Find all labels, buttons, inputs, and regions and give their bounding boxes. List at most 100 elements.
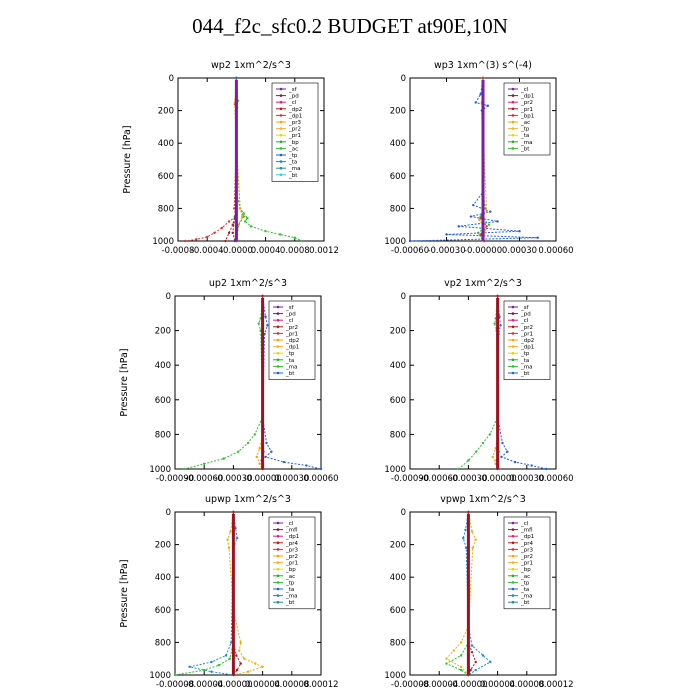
legend-marker bbox=[276, 554, 280, 558]
legend-marker bbox=[511, 541, 515, 545]
legend-marker bbox=[276, 325, 280, 329]
series-point-dp2 bbox=[224, 239, 227, 243]
legend-label: _dp1 bbox=[520, 534, 534, 540]
series-point-pr2 bbox=[478, 218, 481, 222]
x-tick-label: 0.00004 bbox=[480, 680, 515, 690]
y-tick-label: 1000 bbox=[149, 671, 171, 681]
series-point-tp bbox=[472, 203, 475, 207]
series-point-tp bbox=[479, 93, 482, 96]
series-point-pr1 bbox=[261, 665, 264, 669]
panel-5: upwp 1xm^2/s^3 Pressure [hPa] 0 200 400 600 80… bbox=[119, 494, 339, 690]
legend-marker bbox=[276, 351, 280, 355]
legend-marker bbox=[511, 114, 515, 117]
series-point-dp1 bbox=[479, 233, 482, 236]
series-point-ac bbox=[293, 236, 296, 239]
legend-marker bbox=[511, 345, 515, 348]
series-point-ac bbox=[257, 322, 260, 325]
legend-marker bbox=[276, 521, 280, 525]
x-tick-label: -0.00030 bbox=[214, 474, 252, 484]
legend-label: _pr2 bbox=[520, 325, 533, 331]
series-point-ac bbox=[246, 441, 250, 445]
legend-marker bbox=[276, 567, 280, 571]
y-axis-label: Pressure [hPa] bbox=[122, 125, 133, 193]
legend-marker bbox=[511, 554, 515, 558]
series-point-pr3 bbox=[241, 215, 244, 218]
legend-marker bbox=[276, 587, 280, 591]
legend-marker bbox=[279, 127, 283, 130]
legend-label: _pr2 bbox=[520, 554, 533, 560]
series-point-dp1 bbox=[470, 650, 474, 654]
x-tick-label: 0.00012 bbox=[538, 680, 573, 690]
legend-label: _pr3 bbox=[285, 547, 299, 553]
legend-label: _pr4 bbox=[520, 541, 534, 547]
legend-label: _pd bbox=[288, 94, 299, 100]
x-tick-label: -0.00000 bbox=[214, 680, 252, 690]
legend-marker bbox=[276, 561, 280, 564]
legend-label: _sf bbox=[285, 305, 295, 311]
series-point-bp bbox=[173, 673, 177, 677]
legend-marker bbox=[511, 594, 515, 597]
legend-label: _cl bbox=[520, 87, 529, 93]
legend-label: _ac bbox=[288, 146, 298, 152]
series-point-tp bbox=[462, 536, 465, 540]
legend-label: _pr3 bbox=[520, 547, 534, 553]
y-tick-label: 600 bbox=[158, 172, 174, 182]
series-point-tp bbox=[489, 660, 492, 664]
legend-marker bbox=[511, 338, 515, 342]
legend-label: _mfl bbox=[520, 528, 533, 534]
series-point-tp bbox=[234, 527, 237, 530]
series-point-tp bbox=[408, 239, 412, 243]
legend-label: _pd bbox=[285, 312, 296, 318]
y-tick-label: 600 bbox=[390, 172, 406, 182]
plot-frame bbox=[174, 511, 322, 676]
y-tick-label: 400 bbox=[155, 573, 171, 583]
panel-title: vp2 1xm^2/s^3 bbox=[444, 278, 522, 289]
legend-label: _cl bbox=[288, 100, 297, 106]
y-axis-label: Pressure [hPa] bbox=[119, 559, 130, 627]
x-tick-label: -0.0004 bbox=[191, 246, 224, 256]
series-point-pr2 bbox=[485, 210, 488, 213]
legend-label: _sf bbox=[288, 87, 298, 93]
series-point-tp bbox=[545, 467, 548, 471]
series-point-tp bbox=[235, 76, 238, 80]
legend-marker bbox=[511, 332, 515, 335]
legend-label: _dp2 bbox=[288, 107, 302, 113]
legend-marker bbox=[279, 153, 283, 157]
legend-marker bbox=[276, 541, 280, 545]
y-tick-label: 0 bbox=[401, 508, 406, 518]
series-point-ac bbox=[253, 433, 257, 436]
legend-label: _ac bbox=[285, 574, 295, 580]
series-point-pr1 bbox=[470, 530, 474, 533]
series-point-ac bbox=[474, 450, 478, 453]
panel-title: up2 1xm^2/s^3 bbox=[209, 278, 287, 289]
legend-label: _cl bbox=[520, 521, 529, 527]
legend-label: _pr4 bbox=[285, 541, 299, 547]
legend-marker bbox=[276, 534, 280, 538]
x-tick-label: 0.00030 bbox=[502, 246, 537, 256]
series-point-tp bbox=[513, 460, 517, 464]
legend-label: _bp bbox=[520, 567, 531, 573]
legend-label: _cl bbox=[520, 318, 529, 324]
legend-marker bbox=[511, 312, 515, 315]
series-point-dp1 bbox=[485, 225, 488, 228]
y-tick-label: 200 bbox=[155, 327, 171, 337]
legend-marker bbox=[511, 521, 515, 525]
series-point-dp1 bbox=[261, 294, 264, 298]
x-tick-label: -0.00008 bbox=[156, 680, 194, 690]
legend-label: _pr3 bbox=[288, 120, 302, 126]
legend-marker bbox=[276, 305, 280, 309]
series-point-tp bbox=[319, 467, 323, 471]
x-tick-label: 0.0004 bbox=[251, 246, 281, 256]
panel-title: wp3 1xm^(3) s^(-4) bbox=[434, 60, 532, 71]
legend-label: _pr1 bbox=[520, 331, 533, 337]
series-point-ac bbox=[183, 467, 186, 471]
series-line-bp bbox=[174, 512, 234, 676]
legend-marker bbox=[511, 600, 515, 604]
legend-label: _ta bbox=[520, 133, 529, 139]
x-tick-label: -0.00000 bbox=[478, 474, 516, 484]
y-tick-label: 600 bbox=[390, 396, 406, 406]
series-point-pr1 bbox=[258, 447, 261, 450]
legend-marker bbox=[511, 528, 515, 531]
series-point-dp1 bbox=[239, 662, 242, 665]
